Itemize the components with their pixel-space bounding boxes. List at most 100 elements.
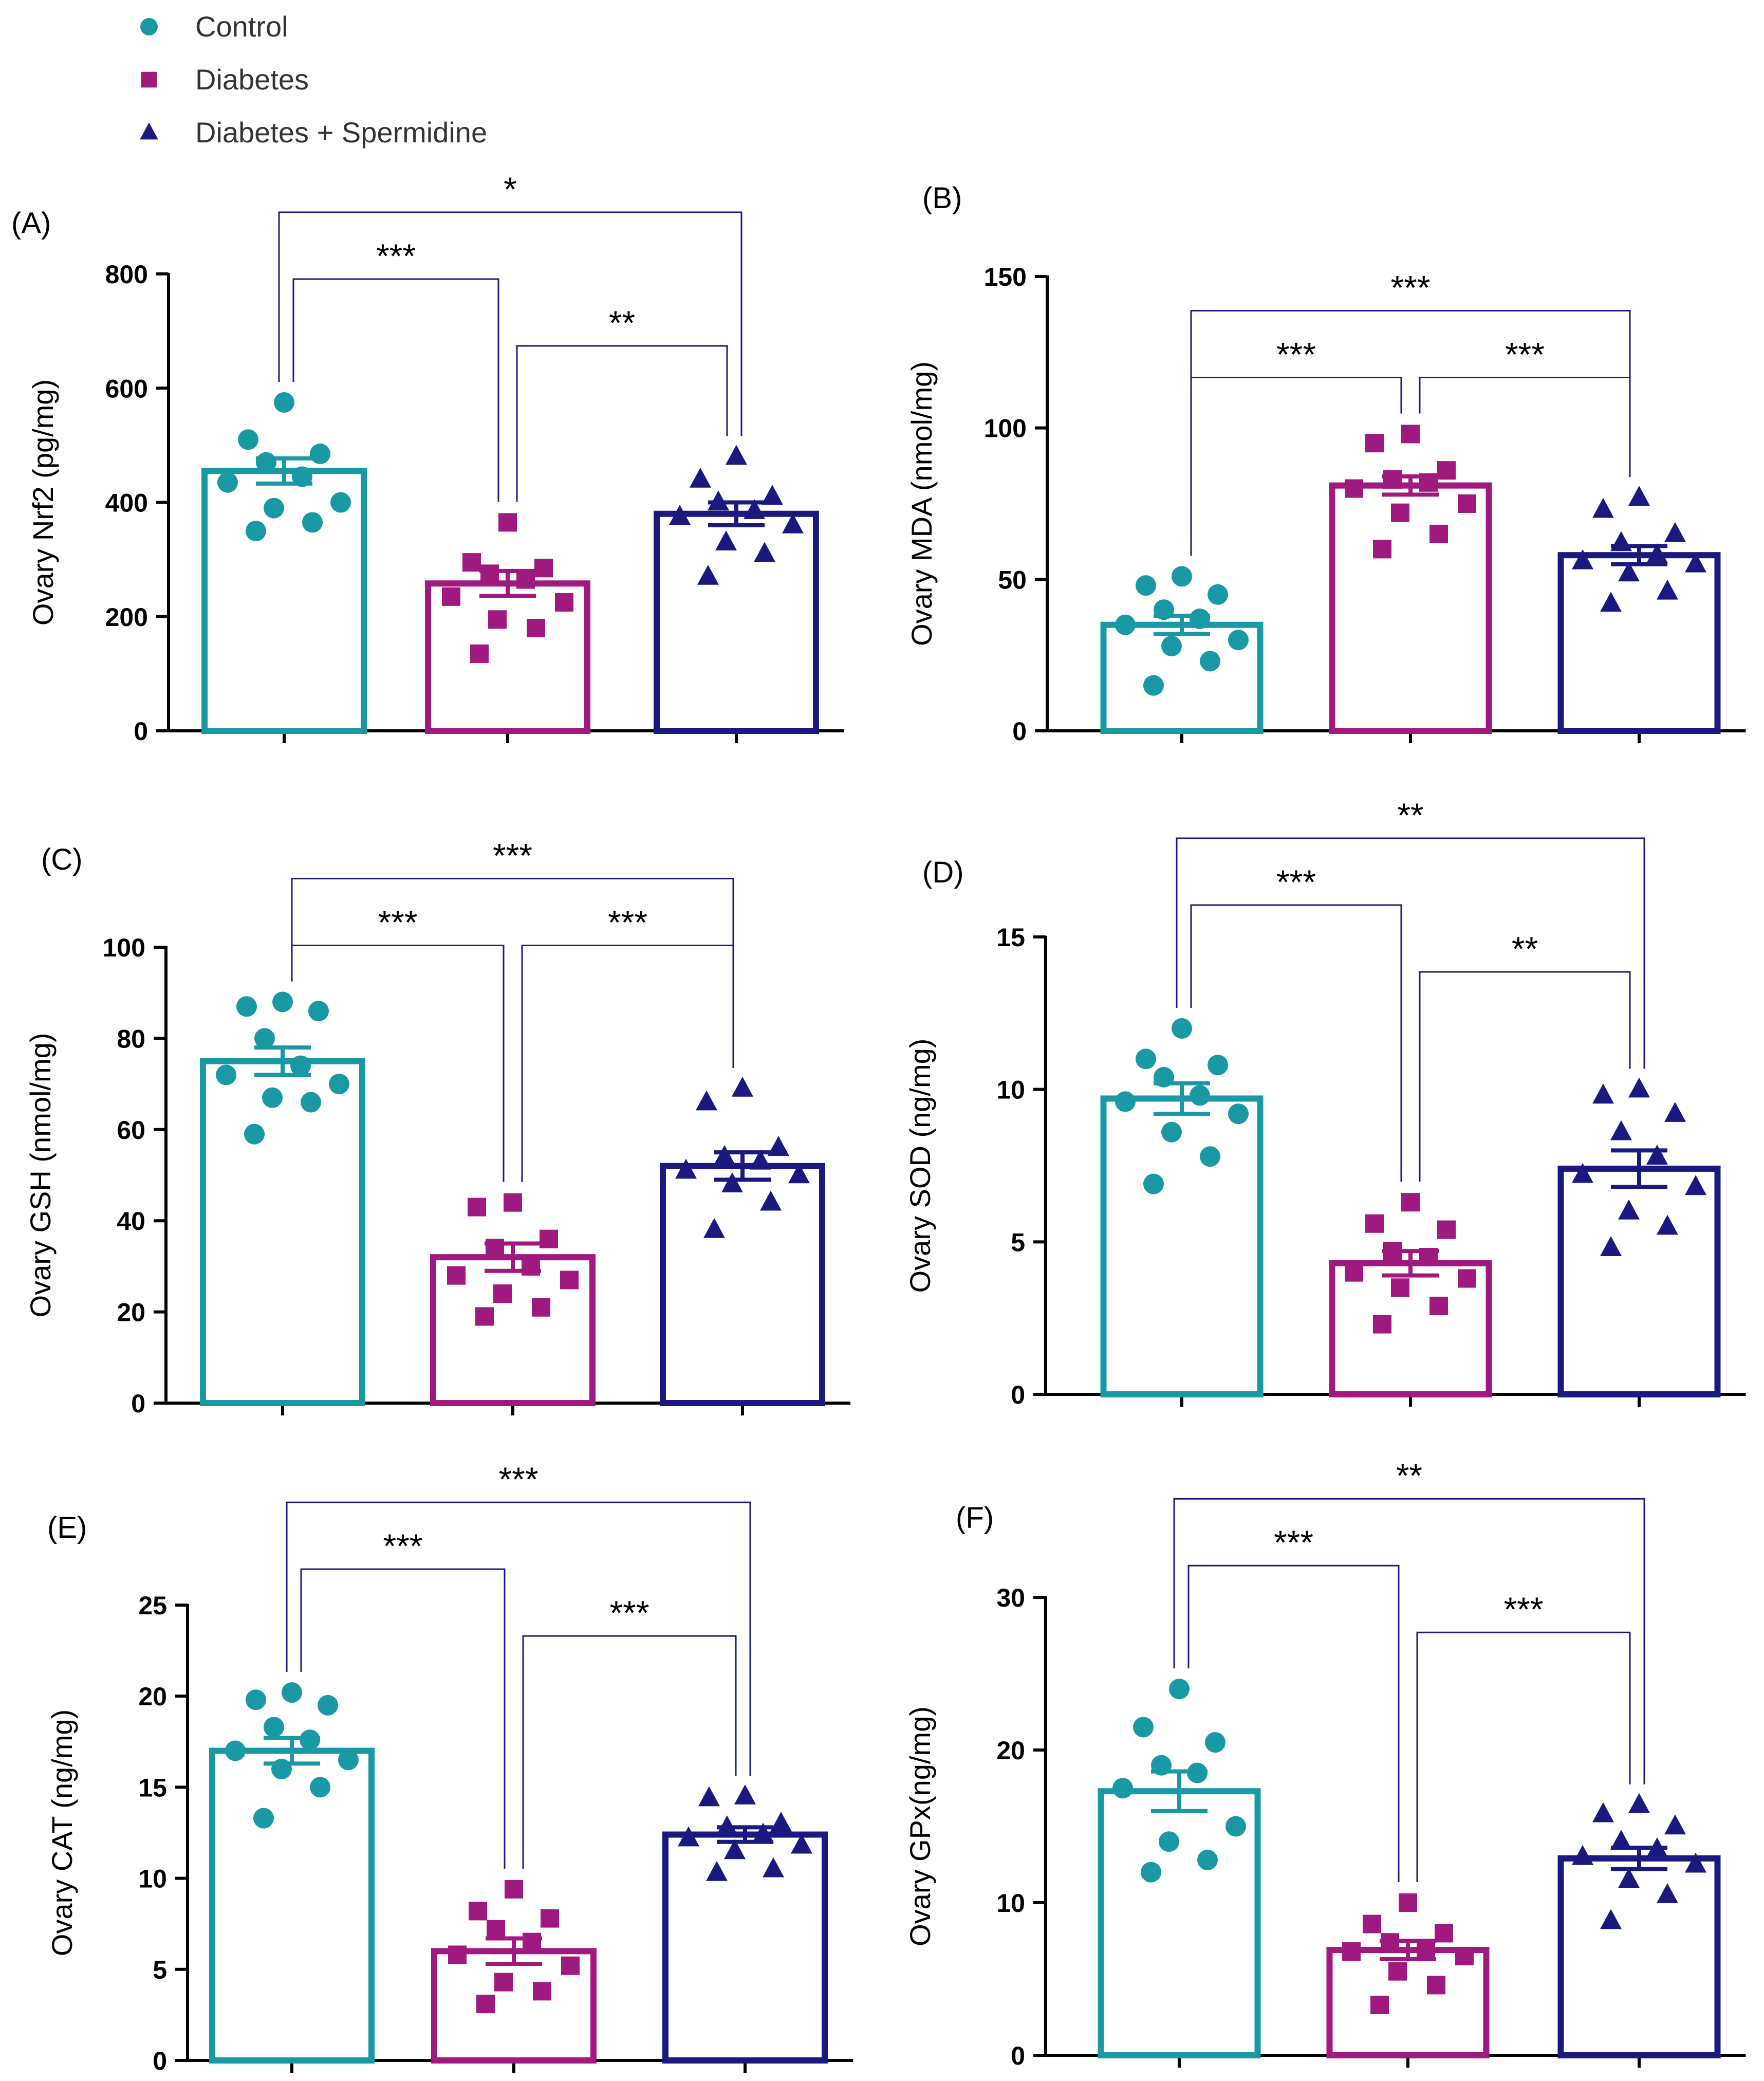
data-point: [282, 1682, 302, 1703]
significance-bracket: [278, 211, 742, 436]
data-point: [1628, 1077, 1650, 1098]
data-point: [1190, 1085, 1210, 1106]
data-point: [1172, 566, 1192, 587]
data-point: [534, 559, 553, 578]
data-point: [1437, 1220, 1456, 1239]
data-point: [246, 521, 266, 542]
data-point: [1458, 494, 1476, 513]
data-point: [338, 1749, 359, 1771]
panel-c: 0 20 40 60 80 100 Ovary GSH (nmol/mg) (C) *** ***…: [24, 836, 850, 1418]
y-tick-label: 80: [117, 1024, 145, 1053]
data-point: [734, 1784, 756, 1804]
data-point: [1383, 470, 1402, 489]
data-point: [272, 991, 293, 1012]
data-point: [1600, 1236, 1622, 1256]
y-axis-label: Ovary CAT (ng/mg): [46, 1709, 78, 1956]
y-tick-label: 800: [105, 260, 148, 289]
data-point: [1401, 425, 1420, 444]
data-point: [541, 1909, 559, 1928]
significance-label: ***: [1276, 863, 1316, 901]
y-tick-label: 40: [117, 1207, 145, 1236]
data-point: [256, 452, 276, 473]
data-point: [1646, 1145, 1668, 1165]
legend-label: Control: [195, 10, 288, 43]
data-point: [1610, 531, 1632, 551]
data-point: [1429, 524, 1448, 543]
data-point: [706, 1861, 728, 1881]
data-point: [487, 1920, 505, 1939]
significance-label: ***: [383, 1527, 422, 1565]
data-point: [561, 1956, 580, 1975]
data-point: [1401, 1193, 1420, 1212]
y-axis-label: Ovary SOD (ng/mg): [904, 1039, 936, 1293]
panel-label: (F): [956, 1501, 994, 1535]
data-point: [262, 1087, 283, 1108]
data-point: [447, 1266, 466, 1285]
data-point: [238, 429, 258, 450]
y-tick-label: 150: [984, 263, 1027, 291]
significance-bracket: [1173, 1498, 1645, 1784]
significance-label: *: [504, 170, 517, 208]
data-point: [1664, 522, 1686, 542]
significance-label: ***: [493, 836, 532, 874]
data-point: [750, 1149, 771, 1170]
data-point: [1342, 1942, 1361, 1961]
significance-bracket: [291, 877, 734, 1068]
data-point: [1600, 1909, 1622, 1929]
data-point: [1657, 1883, 1678, 1903]
significance-bracket: [522, 1635, 737, 1869]
data-point: [523, 1932, 541, 1951]
data-point: [264, 1717, 284, 1738]
data-point: [1208, 584, 1228, 605]
data-point: [724, 1839, 746, 1859]
data-point: [1200, 1146, 1220, 1167]
data-point: [462, 553, 481, 572]
data-point: [1363, 1914, 1381, 1933]
data-point: [480, 564, 499, 583]
legend-label: Diabetes + Spermidine: [195, 116, 487, 149]
data-point: [1159, 1831, 1179, 1852]
data-point: [1133, 1717, 1154, 1738]
data-point: [532, 1298, 550, 1317]
panel-label: (E): [47, 1511, 87, 1544]
significance-bracket: [1419, 376, 1631, 477]
data-point: [254, 1028, 275, 1049]
legend-marker-circle: [140, 18, 158, 35]
data-point: [1161, 1121, 1182, 1143]
significance-label: **: [1512, 930, 1538, 968]
data-point: [516, 570, 535, 589]
y-axis-label: Ovary GSH (nmol/mg): [24, 1033, 57, 1318]
data-point: [726, 445, 747, 465]
y-tick-label: 100: [984, 414, 1027, 443]
significance-label: ***: [1503, 1590, 1543, 1628]
data-point: [721, 1172, 743, 1192]
data-point: [329, 1074, 349, 1095]
data-point: [1399, 1893, 1417, 1912]
data-point: [1610, 1830, 1632, 1850]
data-point: [1200, 651, 1220, 672]
y-axis-label: Ovary MDA (nmol/mg): [905, 361, 938, 646]
data-point: [1228, 630, 1249, 651]
data-point: [762, 485, 783, 505]
y-tick-label: 50: [998, 565, 1027, 594]
y-tick-label: 0: [1012, 717, 1027, 746]
data-point: [217, 472, 238, 493]
data-point: [244, 1124, 265, 1145]
y-tick-label: 20: [117, 1298, 145, 1327]
y-tick-label: 10: [996, 1889, 1025, 1918]
bar-diabetes-spermidine: [1557, 1855, 1721, 2059]
y-tick-label: 60: [117, 1116, 145, 1145]
data-point: [1657, 579, 1678, 600]
data-point: [236, 996, 257, 1017]
data-point: [1136, 575, 1156, 596]
significance-bracket: [1416, 1631, 1631, 1882]
data-point: [1190, 608, 1210, 629]
data-point: [442, 587, 460, 606]
data-point: [703, 1218, 725, 1238]
data-point: [505, 1880, 523, 1899]
significance-label: **: [1397, 796, 1423, 834]
legend: Control Diabetes Diabetes + Spermidine: [140, 10, 487, 149]
data-point: [533, 1982, 551, 2001]
